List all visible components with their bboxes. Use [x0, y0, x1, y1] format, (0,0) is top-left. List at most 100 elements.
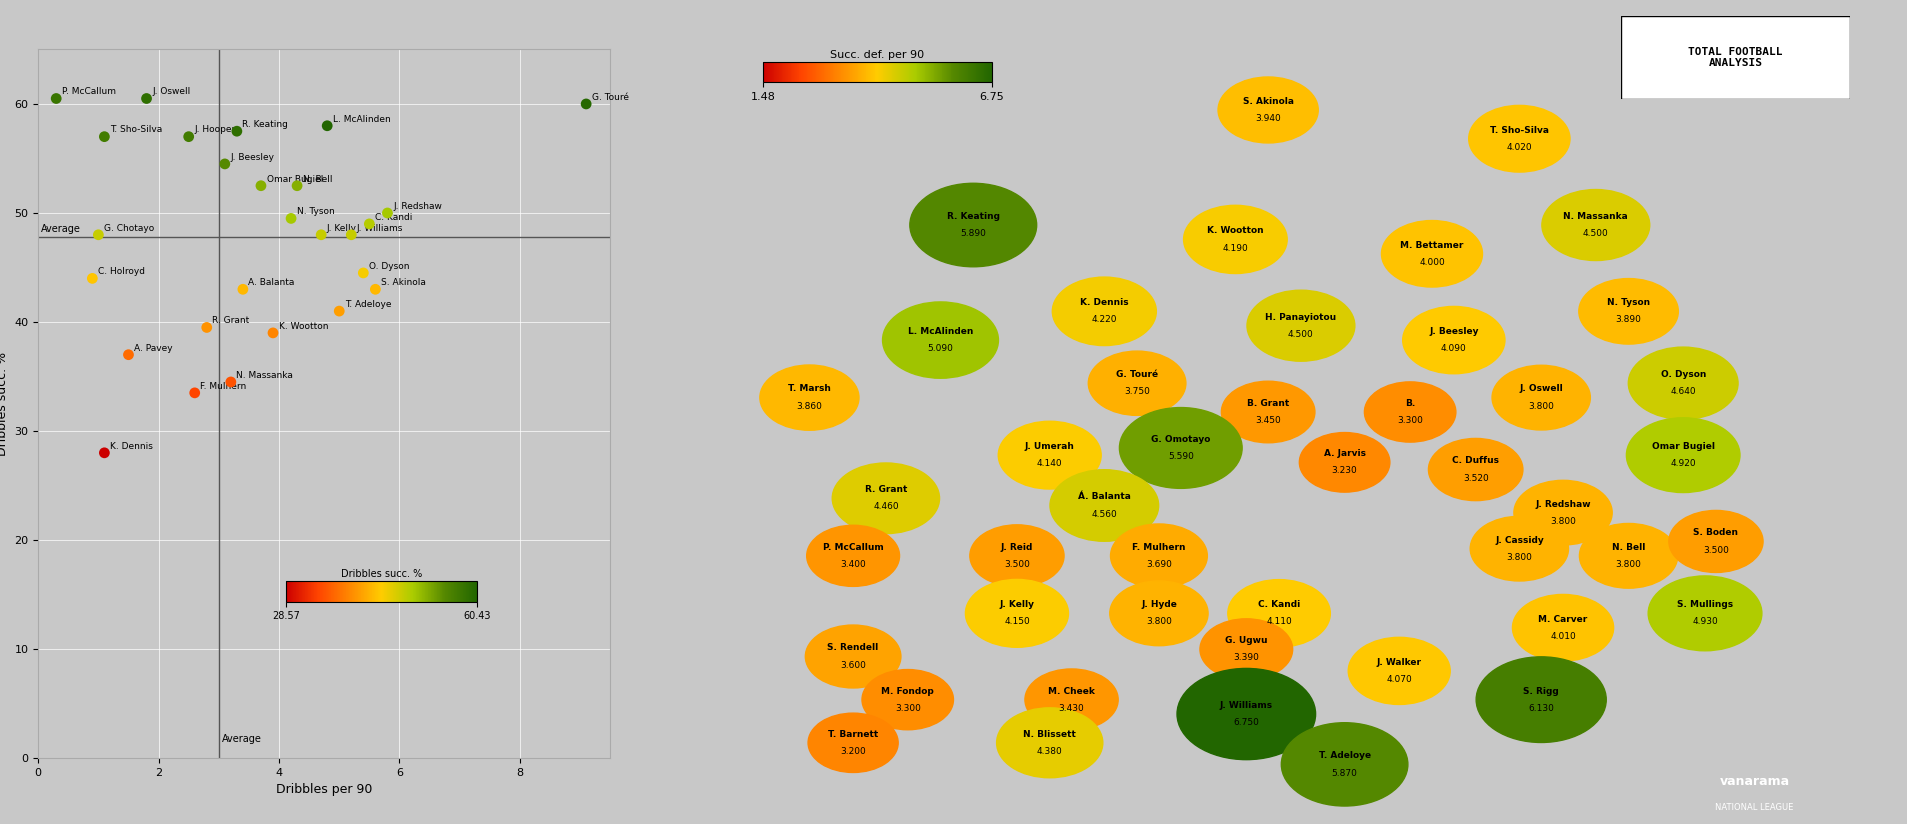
Text: J. Redshaw: J. Redshaw — [1535, 499, 1590, 508]
Circle shape — [1404, 307, 1505, 374]
Text: R. Keating: R. Keating — [946, 212, 999, 221]
Text: R. Grant: R. Grant — [212, 316, 250, 325]
Text: G. Chotayo: G. Chotayo — [103, 223, 154, 232]
Circle shape — [1053, 277, 1156, 345]
Text: S. Boden: S. Boden — [1693, 528, 1739, 537]
Text: J. Beesley: J. Beesley — [1428, 327, 1478, 336]
Text: 3.450: 3.450 — [1255, 416, 1282, 425]
Text: 3.940: 3.940 — [1255, 114, 1282, 123]
Text: 4.460: 4.460 — [873, 503, 898, 512]
Circle shape — [1476, 657, 1606, 742]
Circle shape — [1348, 637, 1449, 705]
Point — [215, 376, 246, 389]
Text: 3.300: 3.300 — [894, 704, 921, 713]
Text: 4.020: 4.020 — [1507, 143, 1531, 152]
Circle shape — [1470, 517, 1568, 581]
Text: 3.230: 3.230 — [1331, 466, 1358, 475]
Circle shape — [910, 183, 1037, 267]
Text: C. Kandi: C. Kandi — [1259, 600, 1301, 609]
Circle shape — [1512, 594, 1613, 661]
FancyBboxPatch shape — [1621, 16, 1850, 99]
Circle shape — [1629, 347, 1737, 419]
Text: NATIONAL LEAGUE: NATIONAL LEAGUE — [1714, 803, 1794, 812]
Point — [90, 130, 120, 143]
Circle shape — [1514, 480, 1611, 545]
Text: T. Adeloye: T. Adeloye — [1318, 751, 1371, 761]
Text: K. Dennis: K. Dennis — [1079, 298, 1129, 307]
Circle shape — [1282, 723, 1407, 806]
Text: T. Barnett: T. Barnett — [828, 730, 879, 738]
Point — [84, 228, 114, 241]
Point — [246, 179, 277, 192]
Text: T. Sho-Silva: T. Sho-Silva — [111, 125, 162, 134]
Circle shape — [1364, 382, 1455, 442]
Circle shape — [971, 525, 1064, 587]
Text: 6.130: 6.130 — [1528, 704, 1554, 713]
Text: J. Oswell: J. Oswell — [153, 87, 191, 96]
Text: 3.800: 3.800 — [1507, 553, 1533, 562]
Text: S. Mullings: S. Mullings — [1676, 600, 1733, 609]
Point — [113, 348, 143, 361]
Circle shape — [883, 302, 999, 378]
Text: T. Sho-Silva: T. Sho-Silva — [1489, 125, 1548, 134]
Text: G. Omotayo: G. Omotayo — [1152, 435, 1211, 444]
Point — [355, 218, 385, 231]
Text: 5.090: 5.090 — [927, 344, 954, 353]
Text: S. Akinola: S. Akinola — [1243, 97, 1293, 105]
Text: C. Holroyd: C. Holroyd — [97, 267, 145, 276]
Text: 3.800: 3.800 — [1615, 560, 1642, 569]
Text: 3.520: 3.520 — [1463, 474, 1489, 483]
Circle shape — [965, 579, 1068, 648]
Text: K. Dennis: K. Dennis — [111, 442, 153, 451]
Point — [372, 206, 402, 219]
Text: B. Grant: B. Grant — [1247, 399, 1289, 408]
Text: M. Cheek: M. Cheek — [1049, 686, 1095, 695]
Text: 4.500: 4.500 — [1287, 330, 1314, 339]
Text: 3.500: 3.500 — [1003, 560, 1030, 569]
Circle shape — [997, 421, 1100, 489]
Circle shape — [1200, 619, 1293, 680]
Text: J. Reid: J. Reid — [1001, 543, 1034, 552]
Text: 5.870: 5.870 — [1331, 769, 1358, 778]
Text: 5.890: 5.890 — [961, 229, 986, 238]
Text: 4.150: 4.150 — [1005, 617, 1030, 626]
Text: J. Williams: J. Williams — [1220, 701, 1272, 710]
Text: 4.190: 4.190 — [1222, 244, 1249, 252]
Text: J. Hooper: J. Hooper — [195, 125, 235, 134]
Circle shape — [1247, 290, 1354, 361]
Text: 3.430: 3.430 — [1058, 704, 1085, 713]
Text: Omar Bugiel: Omar Bugiel — [267, 175, 322, 184]
Circle shape — [1627, 418, 1739, 493]
Text: 4.070: 4.070 — [1386, 675, 1411, 684]
Text: 4.010: 4.010 — [1550, 632, 1575, 641]
Point — [210, 157, 240, 171]
Text: 4.500: 4.500 — [1583, 229, 1610, 238]
Text: J. Kelly: J. Kelly — [326, 223, 357, 232]
Text: vanarama: vanarama — [1720, 775, 1789, 788]
Text: P. McCallum: P. McCallum — [822, 543, 883, 552]
Text: J. Oswell: J. Oswell — [1520, 385, 1564, 394]
Text: J. Hyde: J. Hyde — [1140, 600, 1177, 609]
Text: O. Dyson: O. Dyson — [1661, 370, 1707, 379]
Text: F. Mulhern: F. Mulhern — [200, 382, 246, 391]
Text: J. Redshaw: J. Redshaw — [393, 202, 442, 211]
Text: N. Blissett: N. Blissett — [1024, 730, 1076, 738]
Circle shape — [1468, 105, 1569, 172]
Text: S. Akinola: S. Akinola — [381, 279, 425, 287]
Point — [174, 130, 204, 143]
Text: N. Massanka: N. Massanka — [236, 371, 294, 380]
Text: K. Wootton: K. Wootton — [278, 321, 328, 330]
Circle shape — [997, 708, 1102, 778]
Circle shape — [1177, 668, 1316, 760]
Circle shape — [1110, 581, 1209, 646]
Text: 3.800: 3.800 — [1146, 617, 1173, 626]
Text: 4.640: 4.640 — [1671, 387, 1695, 396]
Circle shape — [1228, 579, 1331, 647]
Text: 3.500: 3.500 — [1703, 545, 1730, 555]
Text: J. Williams: J. Williams — [357, 223, 402, 232]
Point — [191, 321, 221, 334]
Text: N. Bell: N. Bell — [1611, 543, 1646, 552]
Circle shape — [1491, 365, 1590, 430]
Point — [336, 228, 366, 241]
Text: R. Grant: R. Grant — [864, 485, 908, 494]
